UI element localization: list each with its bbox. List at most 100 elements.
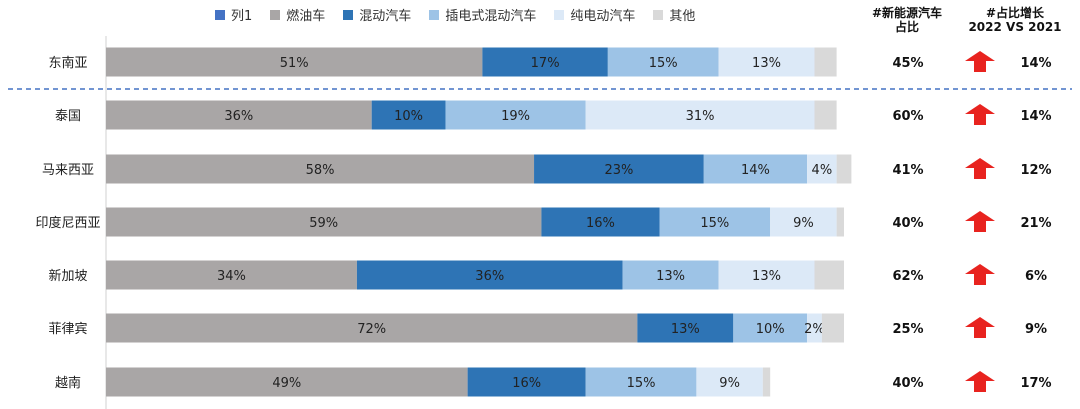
data-label: 13% [752,269,781,284]
legend-swatch [343,9,354,20]
category-label: 东南亚 [48,55,87,71]
bar-segment [106,313,638,343]
nev-share-value: 40% [892,376,923,391]
bar-segment [821,313,844,343]
data-label: 72% [357,322,386,337]
up-arrow-icon [965,264,995,285]
data-label: 13% [752,56,781,71]
nev-share-header-line1: #新能源汽车 [871,6,943,20]
data-label: 58% [306,163,335,178]
up-arrow-icon [965,317,995,338]
data-label: 15% [649,56,678,71]
bar-segment [836,154,852,184]
category-label: 马来西亚 [42,163,94,178]
data-label: 9% [793,216,814,231]
up-arrow-icon [965,158,995,179]
legend-label: 纯电动汽车 [570,9,636,24]
legend-item: 其他 [653,5,695,24]
bar-segment [106,260,357,290]
bar-segment [356,260,623,290]
bar-segment [467,367,586,397]
data-label: 15% [627,376,656,391]
data-label: 34% [217,269,246,284]
legend-item: 插电式混动汽车 [429,5,536,24]
data-label: 13% [671,322,700,337]
data-label: 36% [475,269,504,284]
nev-share-header-line2: 占比 [894,20,919,34]
growth-value: 6% [1025,269,1047,284]
data-label: 36% [224,109,253,124]
category-label: 越南 [55,375,81,391]
bar-segment [106,100,372,130]
category-label: 新加坡 [48,268,87,284]
data-label: 10% [756,322,785,337]
bar-segment [733,313,808,343]
bar-segment [814,260,844,290]
category-label: 菲律宾 [48,321,87,337]
bar-segment [814,47,837,77]
data-label: 59% [309,216,338,231]
nev-share-value: 40% [892,216,923,231]
bar-segment [482,47,608,77]
bar-segment [607,47,719,77]
legend-swatch [653,9,664,20]
growth-header-line2: 2022 VS 2021 [968,20,1062,34]
data-label: 16% [512,376,541,391]
up-arrow-icon [965,104,995,125]
data-label: 31% [686,109,715,124]
legend-item: 混动汽车 [343,5,411,24]
growth-value: 14% [1020,56,1051,71]
bar-segment [696,367,763,397]
data-label: 49% [272,376,301,391]
data-label: 17% [531,56,560,71]
bar-segment [106,207,542,237]
data-label: 23% [604,163,633,178]
up-arrow-icon [965,51,995,72]
up-arrow-icon [965,211,995,232]
legend-item: 列1 [215,5,252,24]
bar-segment [371,100,446,130]
legend-swatch [215,9,225,20]
bar-segment [718,47,815,77]
bar-segment [106,47,483,77]
growth-value: 21% [1020,216,1051,231]
nev-share-value: 45% [892,56,923,71]
bar-segment [762,367,771,397]
nev-share-value: 62% [892,269,923,284]
data-label: 9% [719,376,740,391]
nev-share-value: 60% [892,109,923,124]
bar-segment [814,100,837,130]
legend-label: 插电式混动汽车 [445,9,537,24]
data-label: 4% [812,163,833,178]
growth-value: 9% [1025,322,1047,337]
data-label: 2% [804,322,825,337]
bar-segment [106,154,535,184]
data-label: 13% [656,269,685,284]
category-label: 印度尼西亚 [35,215,100,231]
nev-share-value: 41% [892,163,923,178]
growth-value: 14% [1020,109,1051,124]
category-label: 泰国 [55,109,81,124]
nev-share-value: 25% [892,322,923,337]
bar-segment [585,367,697,397]
bar-segment [807,313,822,343]
data-label: 19% [501,109,530,124]
up-arrow-icon [965,371,995,392]
data-label: 14% [741,163,770,178]
data-label: 51% [280,56,309,71]
bar-segment [770,207,837,237]
growth-value: 17% [1020,376,1051,391]
bar-segment [836,207,844,237]
data-label: 16% [586,216,615,231]
bar-segment [585,100,815,130]
growth-header: #占比增长 2022 VS 2021 [960,6,1070,34]
legend: 列1 燃油车 混动汽车 插电式混动汽车 纯电动汽车 其他 [215,5,695,24]
bar-segment [703,154,808,184]
legend-label: 燃油车 [286,9,326,24]
bar-segment [534,154,704,184]
legend-swatch [270,9,281,20]
bar-segment [541,207,660,237]
bar-segment [718,260,815,290]
legend-label: 混动汽车 [359,9,412,24]
